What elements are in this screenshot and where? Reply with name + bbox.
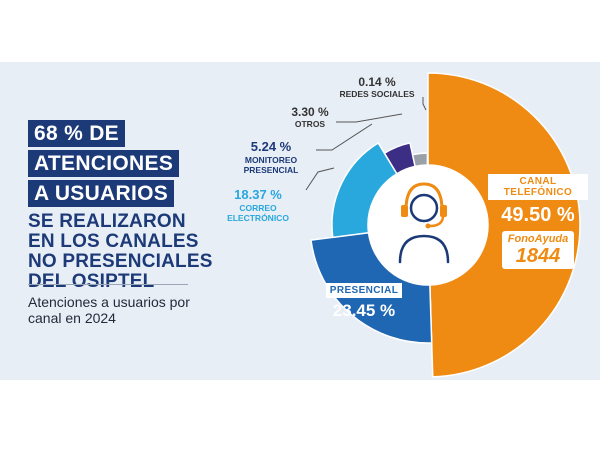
headline: 68 % DE ATENCIONES A USUARIOS SE REALIZA… — [28, 120, 213, 292]
leader-otros — [336, 113, 403, 123]
canal-telefonico-value: 49.50 % — [501, 204, 575, 226]
otros-name: OTROS — [294, 119, 326, 129]
fonoayuda-badge: FonoAyuda 1844 — [501, 231, 575, 269]
leader-monitoreo-presencial — [316, 123, 373, 151]
chart-subtitle: Atenciones a usuarios por canal en 2024 — [28, 294, 190, 326]
label-presencial: PRESENCIAL 23.45 % — [322, 280, 406, 321]
headline-line-5: EN LOS CANALES — [28, 231, 199, 252]
headline-line-7: DEL OSIPTEL — [28, 271, 155, 292]
label-monitoreo-presencial: 5.24 % MONITOREO PRESENCIAL — [226, 139, 316, 176]
label-redes-sociales: 0.14 % REDES SOCIALES — [330, 75, 424, 100]
headline-box-line-2: ATENCIONES — [28, 150, 180, 177]
otros-value: 3.30 % — [291, 105, 329, 119]
label-canal-telefonico: CANAL TELEFÓNICO 49.50 % FonoAyuda 1844 — [488, 174, 588, 269]
subtitle-divider — [28, 284, 188, 285]
correo-electronico-value: 18.37 % — [234, 187, 282, 202]
presencial-value: 23.45 % — [332, 301, 396, 320]
headset-agent-icon — [398, 182, 450, 264]
headline-box-line-3: A USUARIOS — [28, 180, 175, 207]
canal-telefonico-name: CANAL TELEFÓNICO — [503, 176, 573, 198]
correo-electronico-name: CORREO ELECTRÓNICO — [227, 203, 289, 223]
leader-redes-sociales — [422, 97, 427, 111]
slice-otros — [411, 152, 429, 168]
slice-redes-sociales — [426, 160, 429, 166]
fonoayuda-label: FonoAyuda — [507, 233, 569, 245]
redes-sociales-value: 0.14 % — [358, 75, 396, 89]
monitoreo-presencial-value: 5.24 % — [250, 139, 292, 154]
redes-sociales-name: REDES SOCIALES — [339, 89, 415, 99]
headline-line-4: SE REALIZARON — [28, 211, 186, 232]
label-correo-electronico: 18.37 % CORREO ELECTRÓNICO — [208, 187, 308, 224]
fonoayuda-number: 1844 — [515, 245, 561, 267]
headline-box-line-1: 68 % DE — [28, 120, 125, 147]
label-otros: 3.30 % OTROS — [282, 105, 338, 130]
headline-boxed: 68 % DE ATENCIONES A USUARIOS — [28, 120, 213, 210]
headline-line-6: NO PRESENCIALES — [28, 251, 213, 272]
headline-plain: SE REALIZARON EN LOS CANALES NO PRESENCI… — [28, 212, 213, 292]
monitoreo-presencial-name: MONITOREO PRESENCIAL — [243, 155, 299, 175]
leader-correo-electronico — [305, 167, 335, 191]
presencial-name: PRESENCIAL — [329, 285, 399, 296]
